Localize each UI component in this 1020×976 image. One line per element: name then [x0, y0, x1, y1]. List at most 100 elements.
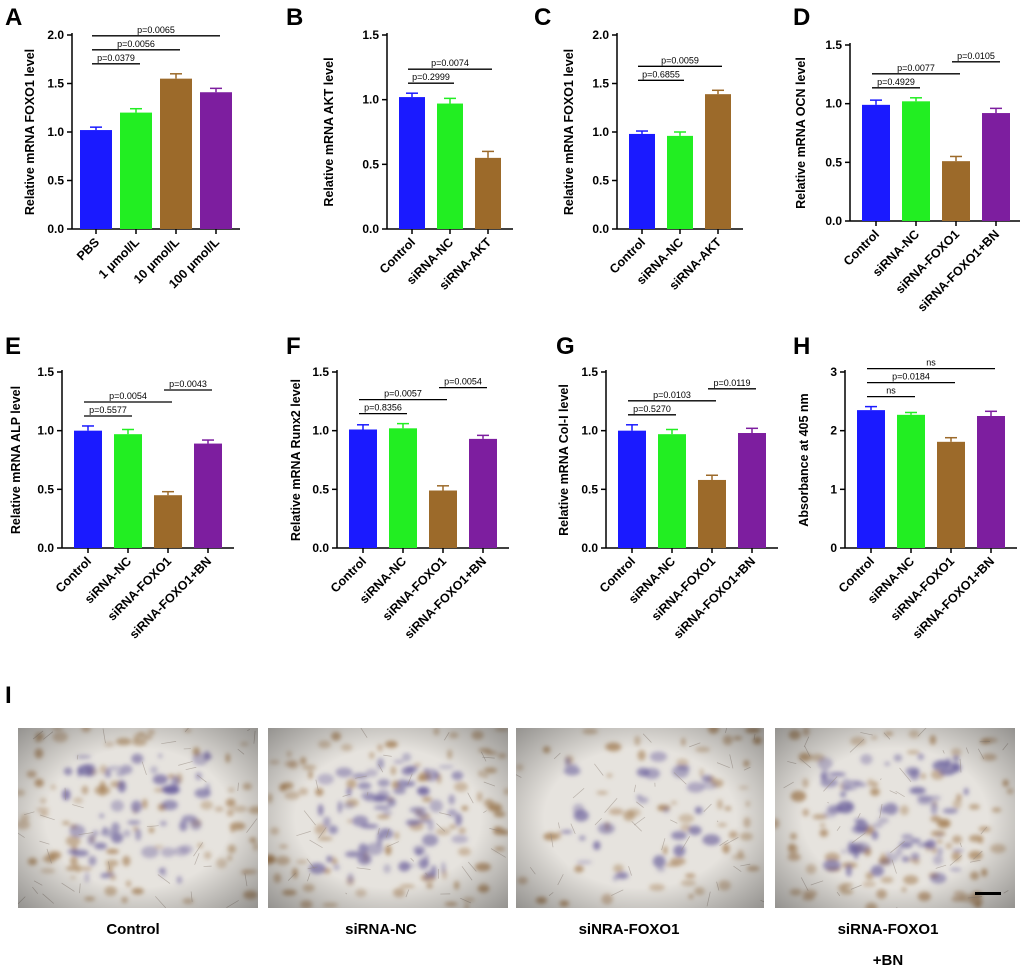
- y-tick-label: 0.5: [37, 482, 54, 496]
- x-tick-label: PBS: [74, 235, 102, 263]
- bar: [154, 495, 182, 548]
- y-tick-label: 1.5: [592, 77, 609, 91]
- micrograph-1: [14, 718, 263, 908]
- micrograph-stain: [14, 718, 263, 908]
- y-tick-label: 1.5: [312, 365, 329, 379]
- y-tick-label: 0.5: [825, 155, 842, 169]
- y-axis-label: Relative mRNA FOXO1 level: [562, 49, 576, 215]
- y-axis-label: Relative mRNA Col-I level: [557, 384, 571, 536]
- p-value-label: p=0.0184: [892, 372, 930, 382]
- photo-caption-sirna-foxo1: siNRA-FOXO1: [514, 914, 744, 945]
- micrograph-4: [771, 724, 1015, 912]
- bar: [738, 433, 766, 548]
- bar: [389, 428, 417, 548]
- bar: [437, 104, 463, 229]
- panel-letter: H: [793, 333, 810, 360]
- bar: [897, 415, 925, 548]
- y-tick-label: 0.0: [37, 541, 54, 555]
- bar: [349, 429, 377, 548]
- p-value-label: p=0.0043: [169, 379, 207, 389]
- bar: [705, 94, 731, 229]
- photo-caption-sirna-nc: siRNA-NC: [266, 914, 496, 945]
- y-tick-label: 1.5: [825, 38, 842, 52]
- y-tick-label: 3: [830, 365, 837, 379]
- y-tick-label: 0.0: [592, 222, 609, 236]
- bar: [862, 105, 890, 221]
- y-tick-label: 1.0: [825, 97, 842, 111]
- y-tick-label: 0: [830, 541, 837, 555]
- scale-bar: [975, 892, 1001, 895]
- bar: [194, 444, 222, 548]
- photo-caption-control: Control: [18, 914, 248, 945]
- y-tick-label: 1.0: [592, 125, 609, 139]
- p-value-label: p=0.0074: [431, 58, 469, 68]
- panel-letter: C: [534, 4, 551, 31]
- bar: [74, 431, 102, 548]
- y-tick-label: 0.5: [592, 174, 609, 188]
- bar: [429, 491, 457, 548]
- p-value-label: p=0.0059: [661, 55, 699, 65]
- bar: [618, 431, 646, 548]
- fiber: [706, 908, 708, 912]
- y-axis-label: Relative mRNA FOXO1 level: [23, 49, 37, 215]
- bar: [399, 97, 425, 229]
- y-tick-label: 1.0: [37, 424, 54, 438]
- bar: [80, 130, 112, 229]
- bar: [982, 113, 1010, 221]
- y-tick-label: 1: [830, 482, 837, 496]
- vignette: [268, 728, 508, 908]
- y-axis-label: Relative mRNA AKT level: [322, 57, 336, 206]
- y-tick-label: 0.5: [312, 482, 329, 496]
- y-tick-label: 2.0: [592, 28, 609, 42]
- y-tick-label: 0.0: [825, 214, 842, 228]
- bar: [937, 442, 965, 548]
- y-tick-label: 0.0: [312, 541, 329, 555]
- y-tick-label: 0.0: [581, 541, 598, 555]
- p-value-label: p=0.0077: [897, 63, 935, 73]
- y-tick-label: 1.0: [581, 424, 598, 438]
- p-value-label: p=0.4929: [877, 77, 915, 87]
- bar: [977, 416, 1005, 548]
- bar: [658, 434, 686, 548]
- bar: [469, 439, 497, 548]
- y-axis-label: Relative mRNA OCN level: [794, 57, 808, 209]
- p-value-label: p=0.5270: [633, 404, 671, 414]
- panel-letter: E: [5, 333, 21, 360]
- y-tick-label: 0.0: [47, 222, 64, 236]
- y-axis-label: Absorbance at 405 nm: [797, 393, 811, 526]
- panel-letter: B: [286, 4, 303, 31]
- bar: [120, 113, 152, 229]
- p-value-label: ns: [926, 358, 936, 368]
- p-value-label: p=0.6855: [642, 69, 680, 79]
- y-axis-label: Relative mRNA ALP level: [9, 386, 23, 534]
- panel-letter: G: [556, 333, 575, 360]
- y-tick-label: 2: [830, 424, 837, 438]
- photo-caption-sirna-foxo1-bn: siRNA-FOXO1 +BN: [773, 914, 1003, 976]
- bar: [160, 79, 192, 229]
- p-value-label: p=0.0056: [117, 39, 155, 49]
- bar: [629, 134, 655, 229]
- vignette: [18, 728, 258, 908]
- micrograph-stain: [771, 724, 1015, 912]
- y-tick-label: 2.0: [47, 28, 64, 42]
- y-tick-label: 1.5: [37, 365, 54, 379]
- micrograph-3: [509, 721, 772, 912]
- p-value-label: p=0.5577: [89, 405, 127, 415]
- bar: [942, 161, 970, 221]
- p-value-label: p=0.0065: [137, 25, 175, 35]
- y-tick-label: 0.5: [581, 482, 598, 496]
- y-tick-label: 1.5: [47, 77, 64, 91]
- fiber: [351, 725, 352, 728]
- p-value-label: p=0.0119: [713, 378, 750, 388]
- p-value-label: p=0.8356: [364, 403, 402, 413]
- y-tick-label: 0.5: [362, 157, 379, 171]
- p-value-label: p=0.0057: [384, 389, 422, 399]
- p-value-label: p=0.0054: [109, 391, 147, 401]
